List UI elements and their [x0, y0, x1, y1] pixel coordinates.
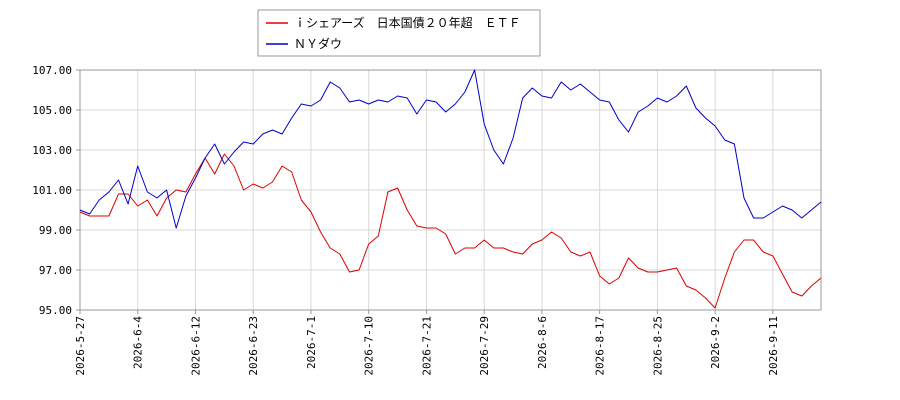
y-tick-label: 107.00 — [32, 64, 72, 77]
x-axis: 2026-5-27 2026-6-4 2026-6-12 2026-6-23 2026-… — [74, 310, 780, 376]
y-tick-label: 97.00 — [39, 264, 72, 277]
grid — [79, 69, 821, 311]
series-line-2 — [79, 69, 822, 229]
series-layer — [79, 69, 822, 309]
x-tick-label: 2026-6-23 — [247, 316, 260, 376]
x-tick-label: 2026-8-17 — [594, 316, 607, 376]
x-tick-label: 2026-6-4 — [132, 316, 145, 369]
y-tick-label: 99.00 — [39, 224, 72, 237]
x-tick-label: 2026-9-11 — [767, 316, 780, 376]
x-tick-label: 2026-5-27 — [74, 316, 87, 376]
x-tick-label: 2026-8-25 — [651, 316, 664, 376]
x-tick-label: 2026-8-6 — [536, 316, 549, 369]
y-tick-label: 105.00 — [32, 104, 72, 117]
legend: ｉシェアーズ 日本国債２０年超 ＥＴＦ ＮＹダウ — [257, 9, 541, 57]
y-tick-label: 101.00 — [32, 184, 72, 197]
x-tick-label: 2026-7-1 — [305, 316, 318, 369]
x-tick-label: 2026-7-21 — [420, 316, 433, 376]
series-line-1 — [79, 153, 822, 309]
y-tick-label: 95.00 — [39, 304, 72, 317]
legend-box — [257, 9, 541, 57]
legend-label-series-2: ＮＹダウ — [294, 36, 342, 51]
y-tick-label: 103.00 — [32, 144, 72, 157]
x-tick-label: 2026-7-29 — [478, 316, 491, 376]
y-axis: 95.00 97.00 99.00 101.00 103.00 105.00 107.00 — [32, 64, 80, 317]
x-tick-label: 2026-7-10 — [363, 316, 376, 376]
x-tick-label: 2026-6-12 — [189, 316, 202, 376]
x-tick-label: 2026-9-2 — [709, 316, 722, 369]
legend-label-series-1: ｉシェアーズ 日本国債２０年超 ＥＴＦ — [294, 15, 521, 30]
